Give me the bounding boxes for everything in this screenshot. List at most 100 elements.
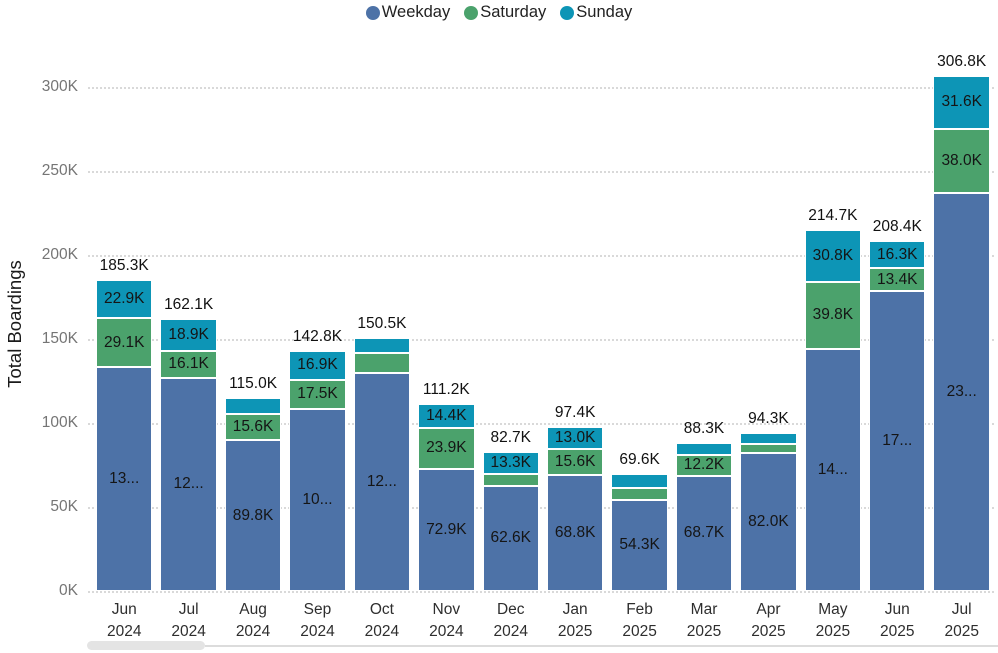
bar-segment-weekday[interactable]: 54.3K xyxy=(611,499,668,591)
bar-segment-label: 16.3K xyxy=(877,245,918,263)
x-label-year: 2025 xyxy=(815,623,851,640)
gridline xyxy=(88,87,994,89)
x-label-month: Jun xyxy=(111,601,137,618)
bar-segment-label: 39.8K xyxy=(812,306,854,324)
bar-segment-weekday[interactable]: 17... xyxy=(869,290,926,591)
bar-segment-sunday[interactable] xyxy=(611,474,668,489)
bar-segment-weekday[interactable]: 10... xyxy=(289,408,346,591)
x-label-month: Oct xyxy=(369,601,394,618)
bar-segment-weekday[interactable]: 14... xyxy=(804,348,862,591)
bar-segment-sunday[interactable]: 14.4K xyxy=(418,404,475,429)
bar-stack: 82.0K xyxy=(740,432,797,591)
x-label-year: 2024 xyxy=(300,623,335,640)
scrollbar-thumb[interactable] xyxy=(87,641,205,650)
bar-segment-saturday[interactable] xyxy=(482,474,539,486)
bar-column-mar-2025: 88.3K 12.2K 68.7K xyxy=(675,420,733,591)
bar-segment-label: 31.6K xyxy=(941,93,982,111)
legend-item-weekday[interactable]: Weekday xyxy=(365,3,451,22)
bar-total-label: 214.7K xyxy=(808,207,858,225)
bar-segment-label: 68.7K xyxy=(683,524,725,542)
y-tick-label: 150K xyxy=(41,330,78,347)
bar-stack: 13.0K 15.6K 68.8K xyxy=(546,427,604,591)
x-category-label: Jan 2025 xyxy=(547,599,603,643)
bar-segment-weekday[interactable]: 89.8K xyxy=(224,440,282,591)
bar-segment-weekday[interactable]: 68.7K xyxy=(675,475,733,591)
bar-segment-weekday[interactable]: 12... xyxy=(160,377,217,591)
bar-segment-weekday[interactable]: 12... xyxy=(353,373,411,591)
bar-segment-weekday[interactable]: 13... xyxy=(96,367,153,591)
bar-segment-label: 10... xyxy=(302,490,333,508)
bar-column-jul-2024: 162.1K 18.9K 16.1K 12... xyxy=(160,296,217,591)
gridline xyxy=(88,339,994,341)
bar-segment-saturday[interactable]: 15.6K xyxy=(224,413,282,441)
legend-sunday-dot-icon xyxy=(560,5,575,20)
x-label-month: Nov xyxy=(432,601,461,618)
bar-segment-label: 23... xyxy=(946,382,977,400)
bar-total-label: 162.1K xyxy=(164,295,214,313)
bar-segment-saturday[interactable]: 15.6K xyxy=(546,449,604,476)
bar-segment-saturday[interactable]: 23.9K xyxy=(418,428,475,469)
bar-segment-weekday[interactable]: 82.0K xyxy=(740,453,797,591)
bar-total-label: 306.8K xyxy=(937,52,987,70)
x-label-year: 2024 xyxy=(106,623,142,640)
x-label-year: 2024 xyxy=(429,623,464,640)
gridline xyxy=(88,591,994,593)
bar-segment-saturday[interactable]: 39.8K xyxy=(804,282,862,349)
bar-stack: 15.6K 89.8K xyxy=(224,397,282,591)
bar-segment-sunday[interactable]: 13.0K xyxy=(546,427,604,450)
bar-segment-label: 22.9K xyxy=(103,289,145,307)
bar-segment-sunday[interactable] xyxy=(224,397,282,414)
bar-segment-sunday[interactable] xyxy=(740,432,797,445)
bar-segment-saturday[interactable]: 17.5K xyxy=(289,379,346,409)
bar-segment-saturday[interactable] xyxy=(611,488,668,500)
x-label-month: Jun xyxy=(884,601,910,618)
x-category-label: Oct 2024 xyxy=(354,599,410,643)
x-axis-labels: Jun 2024 Jul 2024 Aug 2024 Sep 2024 Oct 2024 Nov 20… xyxy=(96,599,990,643)
bar-segment-sunday[interactable]: 16.3K xyxy=(869,240,926,269)
bar-segment-sunday[interactable]: 16.9K xyxy=(289,351,346,380)
legend-weekday-label: Weekday xyxy=(381,3,451,21)
bar-total-label: 142.8K xyxy=(292,328,343,346)
bar-segment-saturday[interactable] xyxy=(353,353,411,374)
bar-segment-saturday[interactable]: 38.0K xyxy=(933,128,990,193)
bar-segment-saturday[interactable]: 13.4K xyxy=(869,268,926,291)
bar-segment-weekday[interactable]: 68.8K xyxy=(546,475,604,591)
legend-item-saturday[interactable]: Saturday xyxy=(464,3,546,22)
bar-segment-label: 72.9K xyxy=(426,520,467,538)
x-label-year: 2025 xyxy=(944,623,979,640)
x-label-year: 2025 xyxy=(557,623,593,640)
bar-segment-weekday[interactable]: 62.6K xyxy=(482,485,539,591)
legend-sunday-label: Sunday xyxy=(576,3,633,21)
bar-segment-sunday[interactable]: 22.9K xyxy=(96,279,153,319)
x-label-month: Jul xyxy=(178,601,199,618)
bar-segment-sunday[interactable] xyxy=(353,338,411,354)
y-tick-label: 250K xyxy=(41,162,78,179)
bar-segment-saturday[interactable]: 16.1K xyxy=(160,350,217,378)
plot-area: 185.3K 22.9K 29.1K 13... 162.1K 18.9K 16.1K 12.… xyxy=(96,53,990,591)
bar-segment-saturday[interactable]: 12.2K xyxy=(675,455,733,476)
bar-segment-sunday[interactable]: 18.9K xyxy=(160,318,217,351)
bar-segment-label: 13.0K xyxy=(554,429,596,447)
x-label-year: 2024 xyxy=(493,623,528,640)
bar-segment-weekday[interactable]: 72.9K xyxy=(418,468,475,591)
bar-column-apr-2025: 94.3K 82.0K xyxy=(740,410,797,591)
bar-segment-sunday[interactable]: 13.3K xyxy=(482,452,539,475)
bar-column-sep-2024: 142.8K 16.9K 17.5K 10... xyxy=(289,328,346,591)
bar-segment-label: 30.8K xyxy=(812,247,854,265)
bar-segment-weekday[interactable]: 23... xyxy=(933,192,990,591)
bar-segment-saturday[interactable]: 29.1K xyxy=(96,318,153,368)
y-tick-label: 300K xyxy=(41,78,78,95)
bar-segment-sunday[interactable] xyxy=(675,442,733,456)
bar-segment-label: 68.8K xyxy=(554,524,596,542)
bar-segment-sunday[interactable]: 31.6K xyxy=(933,75,990,129)
bar-segment-sunday[interactable]: 30.8K xyxy=(804,230,862,283)
y-tick-label: 50K xyxy=(50,498,78,515)
legend-item-sunday[interactable]: Sunday xyxy=(560,3,632,22)
bar-segment-label: 38.0K xyxy=(941,151,982,169)
bar-total-label: 88.3K xyxy=(683,419,725,437)
x-category-label: Jul 2024 xyxy=(160,599,216,643)
x-label-year: 2025 xyxy=(880,623,915,640)
bar-segment-saturday[interactable] xyxy=(740,444,797,454)
x-label-year: 2024 xyxy=(171,623,206,640)
bar-column-jul-2025: 306.8K 31.6K 38.0K 23... xyxy=(933,53,990,591)
